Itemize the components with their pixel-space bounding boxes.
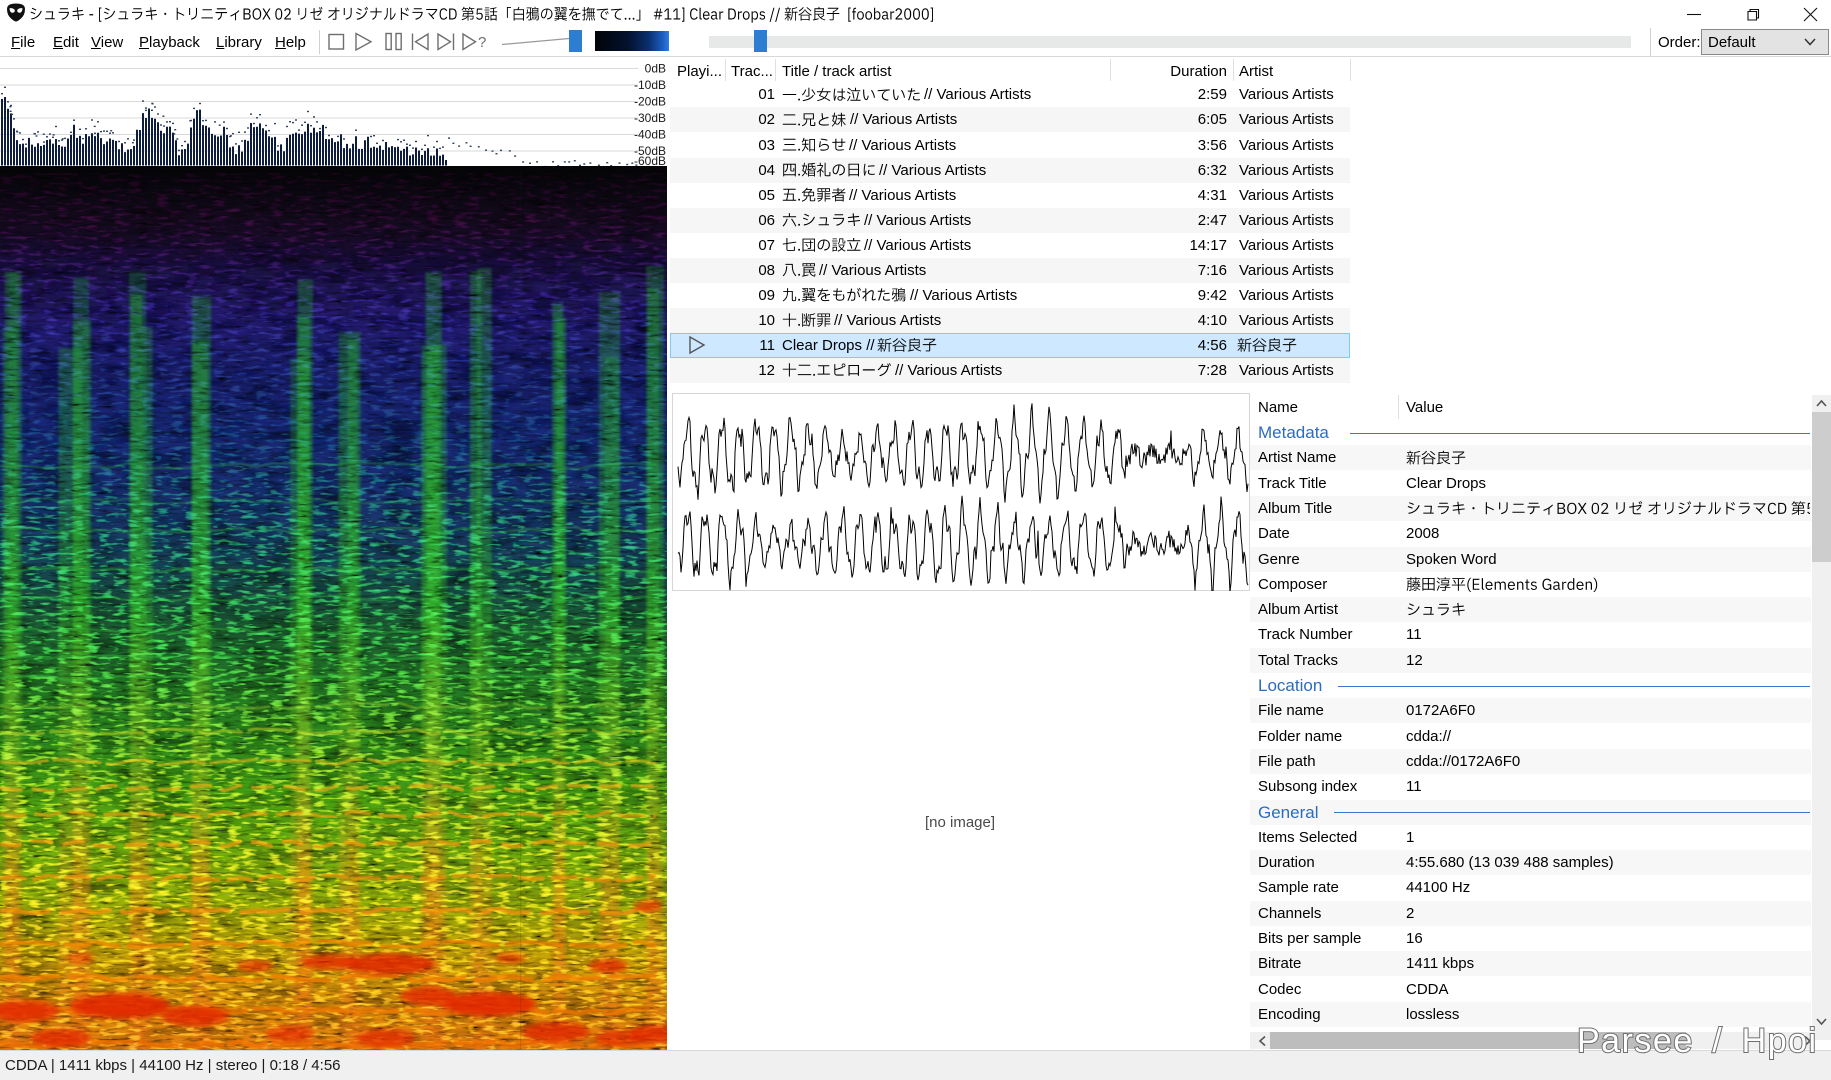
svg-text:0dB: 0dB — [645, 62, 666, 76]
svg-text:-30dB: -30dB — [634, 111, 666, 125]
svg-text:Parsee / Hpoi: Parsee / Hpoi — [1577, 1022, 1818, 1060]
svg-text:-50dB: -50dB — [634, 144, 666, 158]
svg-text:-40dB: -40dB — [634, 128, 666, 142]
svg-text:-20dB: -20dB — [634, 95, 666, 109]
svg-text:-60dB: -60dB — [634, 154, 666, 166]
svg-text:-10dB: -10dB — [634, 78, 666, 92]
svg-text:?: ? — [478, 34, 486, 51]
